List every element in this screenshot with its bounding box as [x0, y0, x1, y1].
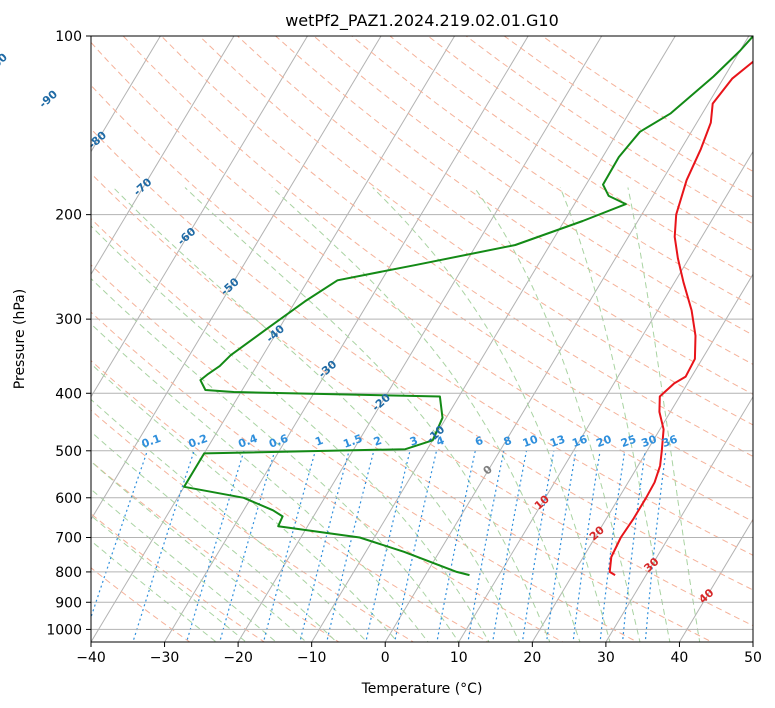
isotherm-line [91, 36, 456, 642]
mixing-ratio-label: 1 [313, 434, 325, 449]
dry-adiabat [237, 36, 753, 395]
y-tick-label: 900 [55, 595, 82, 611]
series-layer [183, 36, 753, 577]
moist-adiabat [372, 187, 611, 642]
x-tick-label: 0 [381, 650, 390, 666]
isotherm-label: -100 [0, 51, 10, 79]
mixing-ratio-label: 0.6 [267, 432, 290, 451]
isotherm-line [91, 36, 382, 521]
mixing-ratio-label: 4 [435, 434, 447, 449]
moist-adiabat [91, 540, 217, 642]
x-tick-label: −20 [223, 650, 253, 666]
dewpoint-profile [183, 36, 753, 577]
moist-adiabat [271, 187, 581, 642]
x-tick-label: 50 [744, 650, 762, 666]
moist-adiabat [91, 398, 368, 642]
isotherm-line [311, 36, 676, 642]
x-tick-label: 30 [597, 650, 615, 666]
moist-adiabat [627, 187, 701, 642]
mixing-ratio-label: 8 [502, 434, 514, 449]
plot-frame [90, 35, 754, 643]
isotherm-line [531, 273, 753, 642]
dry-adiabat [91, 567, 191, 642]
isotherm-line [163, 36, 529, 642]
moist-adiabat [112, 187, 521, 642]
isotherm-line [605, 395, 753, 642]
x-axis-label: Temperature (°C) [361, 681, 483, 697]
y-tick-label: 700 [55, 531, 82, 547]
isotherm-line [237, 36, 603, 642]
moist-adiabat [184, 187, 551, 642]
isotherm-line [678, 518, 753, 642]
mixing-ratio-label: 36 [660, 432, 679, 450]
isotherm-line [91, 36, 309, 398]
y-tick-label: 400 [55, 386, 82, 402]
y-tick-label: 200 [55, 208, 82, 224]
mixing-ratio-label: 1.5 [342, 432, 365, 451]
isobar-grid [91, 36, 753, 630]
mixing-ratio-label: 30 [640, 432, 659, 450]
dry-adiabat [351, 36, 753, 307]
x-tick-label: 10 [450, 650, 468, 666]
moist-adiabat [91, 431, 338, 642]
x-tick-label: −10 [297, 650, 327, 666]
y-tick-label: 100 [55, 29, 82, 45]
mixing-ratio-label: 3 [408, 434, 420, 449]
mixing-ratio-label: 25 [619, 433, 638, 450]
isotherm-line [91, 36, 235, 276]
mixing-ratio-label: 13 [548, 433, 567, 450]
moist-adiabat [559, 187, 671, 642]
mixing-ratio-label: 2 [372, 434, 384, 449]
mixing-ratio-label: 10 [521, 432, 540, 450]
moist-adiabat [91, 363, 399, 642]
y-tick-label: 300 [55, 312, 82, 328]
x-tick-label: −40 [76, 650, 106, 666]
x-tick-label: 40 [671, 650, 689, 666]
y-tick-label: 500 [55, 444, 82, 460]
isotherm-line [384, 36, 750, 642]
x-tick-label: −30 [150, 650, 180, 666]
mixing-ratio-label: 16 [570, 432, 589, 450]
x-tick-label: 20 [523, 650, 541, 666]
mixing-ratio-label: 20 [594, 432, 613, 450]
y-tick-label: 800 [55, 565, 82, 581]
isotherm-line [91, 36, 161, 153]
y-axis: 100 200 300 400 500 600 700 800 900 1000 [46, 29, 91, 638]
y-tick-label: 1000 [46, 622, 82, 638]
mixing-ratio-label: 0.1 [140, 432, 163, 451]
dry-adiabat [91, 513, 266, 642]
isotherm-line [458, 150, 753, 642]
mixing-ratio-label: 0.2 [187, 432, 210, 451]
temperature-profile [608, 60, 753, 576]
x-axis: −40 −30 −20 −10 0 10 20 30 40 50 [76, 642, 762, 666]
chart-title: wetPf2_PAZ1.2024.219.02.01.G10 [285, 11, 559, 31]
y-axis-label: Pressure (hPa) [12, 289, 28, 389]
dry-adiabat [199, 36, 753, 426]
moist-adiabat [473, 187, 641, 642]
moist-adiabat [91, 277, 460, 642]
moist-adiabat [91, 514, 247, 642]
mixing-ratio-label: 6 [473, 434, 485, 449]
mixing-ratio-label: 0.4 [236, 432, 259, 451]
moist-adiabat [91, 225, 490, 642]
y-tick-label: 600 [55, 491, 82, 507]
